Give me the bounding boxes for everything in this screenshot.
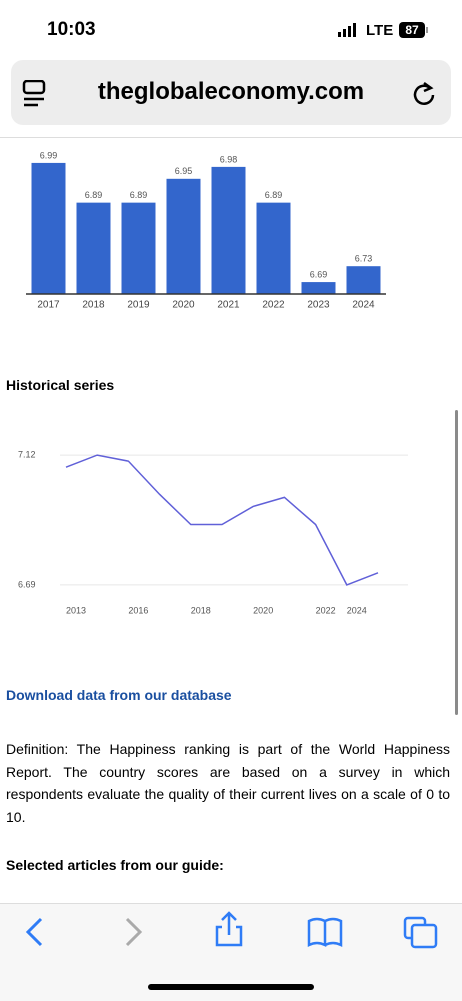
value-label: 6.89 xyxy=(130,190,148,200)
share[interactable] xyxy=(215,911,243,947)
line-chart: 7.12 6.69 2013 2016 2018 2020 2022 2024 xyxy=(18,449,408,615)
network: LTE xyxy=(366,22,393,39)
separator xyxy=(0,137,462,138)
x-tick-label: 2018 xyxy=(82,300,105,311)
home-indicator xyxy=(148,984,314,990)
battery: 87 xyxy=(405,23,419,37)
line-series xyxy=(65,454,379,586)
bar xyxy=(31,162,66,294)
forward[interactable] xyxy=(125,917,143,947)
section-title: Historical series xyxy=(6,377,115,393)
bar xyxy=(76,202,111,294)
x-tick-label: 2021 xyxy=(217,300,240,311)
x-tick-label: 2019 xyxy=(127,300,150,311)
address-bar[interactable] xyxy=(11,60,451,125)
x-tick-label: 2013 xyxy=(66,605,86,615)
x-tick-label: 2024 xyxy=(352,300,375,311)
value-label: 6.95 xyxy=(175,166,193,176)
x-tick-label: 2018 xyxy=(191,605,211,615)
reload-icon[interactable] xyxy=(410,80,438,108)
bar xyxy=(211,166,246,294)
scrollbar xyxy=(455,410,458,715)
x-tick-label: 2020 xyxy=(172,300,195,311)
bookmarks[interactable] xyxy=(307,917,343,948)
definition: Definition: The Happiness ranking is par… xyxy=(6,741,450,825)
url[interactable]: theglobaleconomy.com xyxy=(97,78,365,105)
bar xyxy=(166,178,201,294)
toolbar-icons xyxy=(25,911,438,990)
value-label: 6.89 xyxy=(85,190,103,200)
status-icons: LTE 87 xyxy=(338,22,428,39)
back[interactable] xyxy=(25,917,43,947)
x-tick-label: 2022 xyxy=(262,300,285,311)
bar xyxy=(121,202,156,294)
bar xyxy=(256,202,291,294)
value-label: 6.98 xyxy=(220,154,238,164)
x-tick-label: 2022 xyxy=(316,605,336,615)
tabs[interactable] xyxy=(403,916,438,949)
x-tick-label: 2017 xyxy=(37,300,60,311)
x-tick-label: 2020 xyxy=(253,605,273,615)
bar-chart: 6.99 2017 6.89 2018 6.89 2019 6.95 2020 6.98 2021… xyxy=(26,150,386,311)
value-label: 6.89 xyxy=(265,190,283,200)
bar xyxy=(346,266,381,294)
x-tick-label: 2024 xyxy=(347,605,367,615)
value-label: 6.73 xyxy=(355,254,373,264)
download-link[interactable]: Download data from our database xyxy=(6,687,232,703)
x-tick-label: 2016 xyxy=(128,605,148,615)
y-tick-label: 7.12 xyxy=(18,449,36,459)
menu-icon[interactable] xyxy=(22,80,48,108)
value-label: 6.69 xyxy=(310,269,328,279)
value-label: 6.99 xyxy=(40,150,58,160)
articles-heading: Selected articles from our guide: xyxy=(6,857,224,873)
y-tick-label: 6.69 xyxy=(18,579,36,589)
status-time: 10:03 xyxy=(47,19,96,40)
bar xyxy=(301,282,336,294)
x-tick-label: 2023 xyxy=(307,300,330,311)
